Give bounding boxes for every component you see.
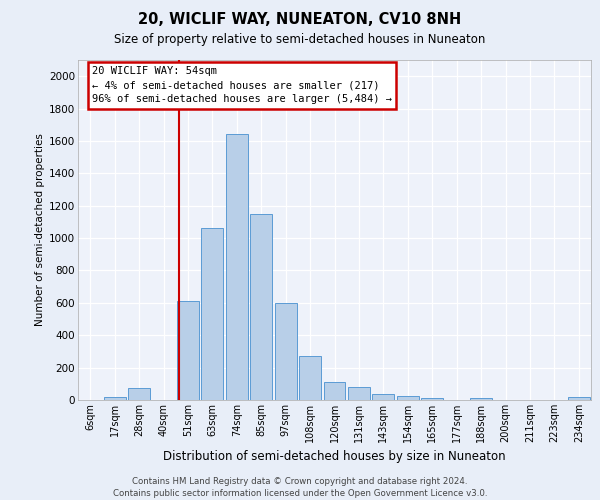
Bar <box>177 301 199 400</box>
Bar <box>470 398 492 400</box>
Text: 20 WICLIF WAY: 54sqm
← 4% of semi-detached houses are smaller (217)
96% of semi-: 20 WICLIF WAY: 54sqm ← 4% of semi-detach… <box>92 66 392 104</box>
Bar <box>373 394 394 400</box>
Bar <box>104 397 125 400</box>
Bar <box>250 214 272 400</box>
Bar <box>128 388 150 400</box>
Bar <box>323 382 346 400</box>
Bar <box>275 303 296 400</box>
Bar <box>226 134 248 400</box>
Bar <box>568 397 590 400</box>
Bar <box>421 398 443 400</box>
Bar <box>202 228 223 400</box>
Text: 20, WICLIF WAY, NUNEATON, CV10 8NH: 20, WICLIF WAY, NUNEATON, CV10 8NH <box>139 12 461 28</box>
Y-axis label: Number of semi-detached properties: Number of semi-detached properties <box>35 134 45 326</box>
X-axis label: Distribution of semi-detached houses by size in Nuneaton: Distribution of semi-detached houses by … <box>163 450 506 464</box>
Text: Contains HM Land Registry data © Crown copyright and database right 2024.
Contai: Contains HM Land Registry data © Crown c… <box>113 476 487 498</box>
Bar <box>348 387 370 400</box>
Bar <box>397 396 419 400</box>
Bar <box>299 356 321 400</box>
Text: Size of property relative to semi-detached houses in Nuneaton: Size of property relative to semi-detach… <box>115 32 485 46</box>
